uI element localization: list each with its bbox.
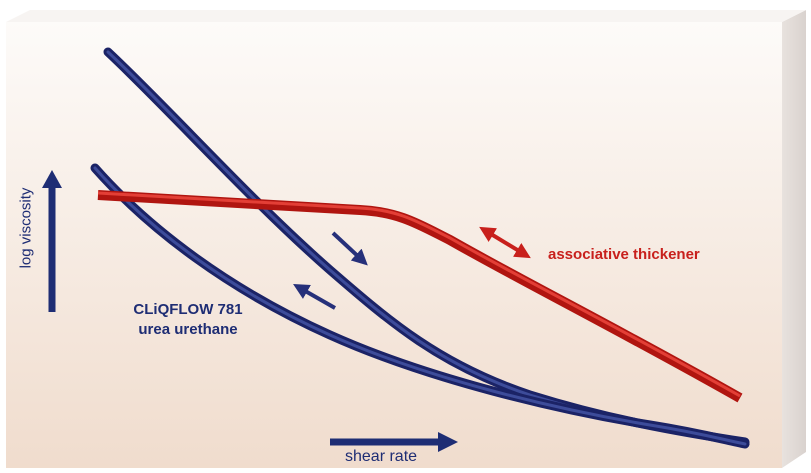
up-left-arrow-icon: [293, 284, 336, 310]
box-front-face: [6, 22, 782, 468]
y-axis-label: log viscosity: [17, 187, 35, 269]
associative-thickener-label: associative thickener: [548, 246, 700, 263]
box-top-face: [6, 10, 806, 22]
red-curve: [97, 190, 743, 403]
double-arrow-icon: [479, 226, 531, 259]
blue-curve-lower-highlight: [93, 166, 747, 446]
cliqflow-label: CLiQFLOW 781 urea urethane: [108, 300, 268, 340]
cliqflow-label-line1: CLiQFLOW 781: [133, 301, 243, 318]
cliqflow-label-line2: urea urethane: [138, 321, 238, 338]
up-arrow-icon: [42, 170, 62, 188]
box-side-face: [782, 10, 806, 468]
right-arrow-icon: [438, 432, 458, 452]
down-right-arrow-icon: [331, 231, 368, 266]
x-axis-label: shear rate: [345, 448, 418, 465]
